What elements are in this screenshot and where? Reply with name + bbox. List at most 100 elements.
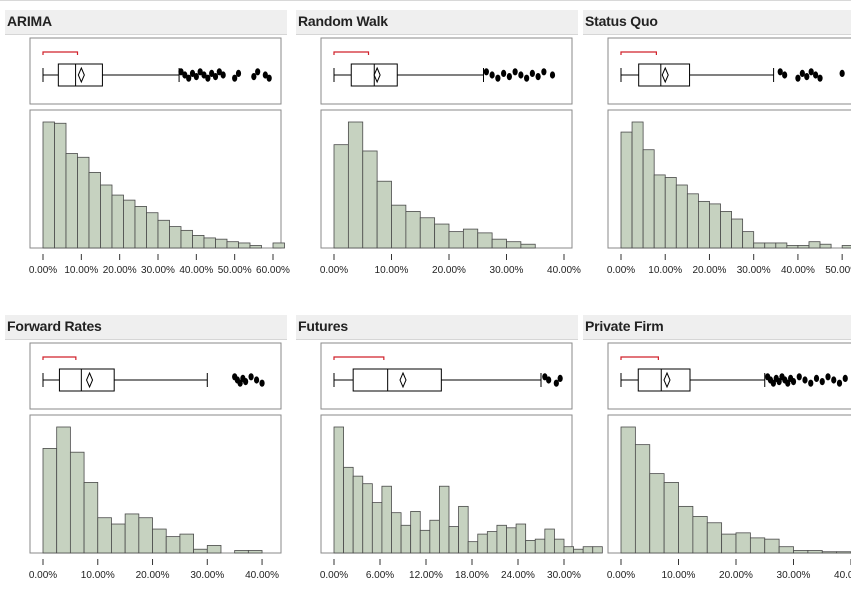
panel-header: Forward Rates: [5, 315, 287, 340]
outlier-point: [782, 71, 788, 79]
x-tick-label: 50.00%: [825, 265, 851, 276]
histogram-bar: [69, 451, 85, 554]
status-quo-chart: 0.00% 10.00% 20.00% 30.00% 40.00% 50.00%: [607, 37, 851, 276]
x-tick-label: 20.00%: [103, 265, 137, 276]
outlier-point: [541, 68, 547, 76]
histogram-bar: [391, 512, 402, 554]
x-tick-label: 10.00%: [662, 570, 696, 581]
histogram-bar: [821, 551, 838, 554]
histogram-bar: [448, 231, 464, 249]
histogram-bar: [735, 532, 751, 554]
x-tick-label: 20.00%: [136, 570, 170, 581]
histogram-bar: [247, 550, 263, 554]
outlier-point: [251, 73, 257, 81]
histogram-bar: [215, 238, 228, 249]
histogram-bar: [807, 550, 823, 554]
outlier-point: [182, 71, 188, 79]
histogram-bar: [467, 541, 479, 554]
outlier-point: [483, 68, 489, 76]
histogram-bar: [720, 211, 732, 249]
outlier-point: [506, 73, 512, 81]
top-rule: [0, 0, 851, 9]
x-tick-label: 12.00%: [409, 570, 443, 581]
outlier-point: [189, 69, 196, 77]
histogram-bar: [333, 426, 344, 554]
x-tick-label: 0.00%: [29, 570, 57, 581]
outlier-point: [796, 373, 802, 381]
histogram-bar: [491, 238, 507, 249]
x-tick-label: 30.00%: [490, 265, 524, 276]
histogram-bar: [272, 242, 285, 249]
mean-diamond: [77, 66, 85, 84]
mean-diamond: [663, 371, 671, 389]
outlier-point: [549, 71, 556, 79]
panel-random-walk: Random Walk 0.00% 10.00% 20.00% 30.00% 40.00…: [296, 10, 581, 310]
outlier-point: [216, 68, 222, 76]
histogram-bar: [544, 528, 555, 554]
outlier-point: [262, 71, 268, 79]
panel-title: Status Quo: [585, 13, 658, 29]
panel-title: Forward Rates: [7, 318, 102, 334]
outlier-point: [212, 73, 219, 81]
shortest-half-bracket: [42, 51, 79, 55]
outlier-point: [209, 69, 215, 77]
panel-header: ARIMA: [5, 10, 287, 35]
outlier-point: [512, 68, 518, 76]
x-tick-label: 0.00%: [607, 570, 635, 581]
panel-header: Private Firm: [583, 315, 851, 340]
histogram-bar: [506, 527, 517, 554]
panel-title: Random Walk: [298, 13, 388, 29]
histogram-bar: [249, 245, 262, 249]
outlier-point: [557, 374, 563, 382]
histogram-bar: [642, 149, 655, 249]
x-tick-label: 6.00%: [366, 570, 394, 581]
panel-header: Random Walk: [296, 10, 578, 35]
panel-status-quo: Status Quo 0.00% 10.00% 20.00% 30.00% 40.00%…: [583, 10, 851, 310]
outlier-point: [178, 68, 184, 76]
outlier-point: [542, 373, 548, 381]
outlier-point: [825, 373, 831, 381]
x-tick-label: 30.00%: [141, 265, 175, 276]
outlier-point: [489, 71, 495, 79]
histogram-bar: [573, 548, 584, 554]
outlier-point: [804, 73, 810, 81]
forward-rates-chart: 0.00% 10.00% 20.00% 30.00% 40.00%: [29, 342, 282, 581]
outlier-point: [220, 71, 226, 79]
histogram-bar: [664, 177, 677, 249]
outlier-point: [237, 379, 243, 387]
histogram-bar: [675, 184, 688, 249]
outlier-point: [808, 68, 814, 76]
histogram-bar: [554, 538, 565, 554]
x-tick-label: 20.00%: [719, 570, 753, 581]
histogram-bar: [620, 426, 636, 554]
histogram-bar: [793, 550, 809, 554]
histogram-bar: [134, 206, 147, 249]
panel-arima: ARIMA 0.00% 10.00% 20.00% 30.00% 40.00% 50.00…: [5, 10, 290, 310]
histogram-bar: [429, 519, 440, 554]
histogram-bar: [179, 533, 194, 554]
histogram-bar: [534, 538, 546, 554]
outlier-point: [205, 74, 211, 82]
outlier-point: [777, 68, 783, 76]
iqr-box: [352, 368, 442, 392]
histogram-bar: [381, 485, 392, 554]
outlier-point: [836, 379, 843, 387]
shortest-half-bracket: [620, 51, 657, 55]
x-tick-label: 50.00%: [218, 265, 252, 276]
histogram-bar: [362, 150, 378, 249]
histogram-bar: [764, 242, 777, 249]
outlier-point: [795, 74, 801, 82]
histogram-bar: [226, 241, 239, 249]
histogram-bar: [477, 232, 493, 249]
histogram-bar: [836, 551, 851, 554]
histogram-bar: [192, 234, 205, 249]
histogram-bar: [731, 218, 744, 249]
histogram-bar: [347, 121, 364, 249]
outlier-point: [817, 74, 823, 82]
histogram-bar: [419, 529, 431, 554]
histogram-bar: [742, 231, 755, 249]
panel-futures: Futures 0.00% 6.00% 12.00% 18.00% 24.00% 30.0…: [296, 315, 603, 615]
histogram-bar: [462, 228, 479, 249]
histogram-bar: [486, 531, 498, 554]
outlier-point: [243, 378, 249, 386]
